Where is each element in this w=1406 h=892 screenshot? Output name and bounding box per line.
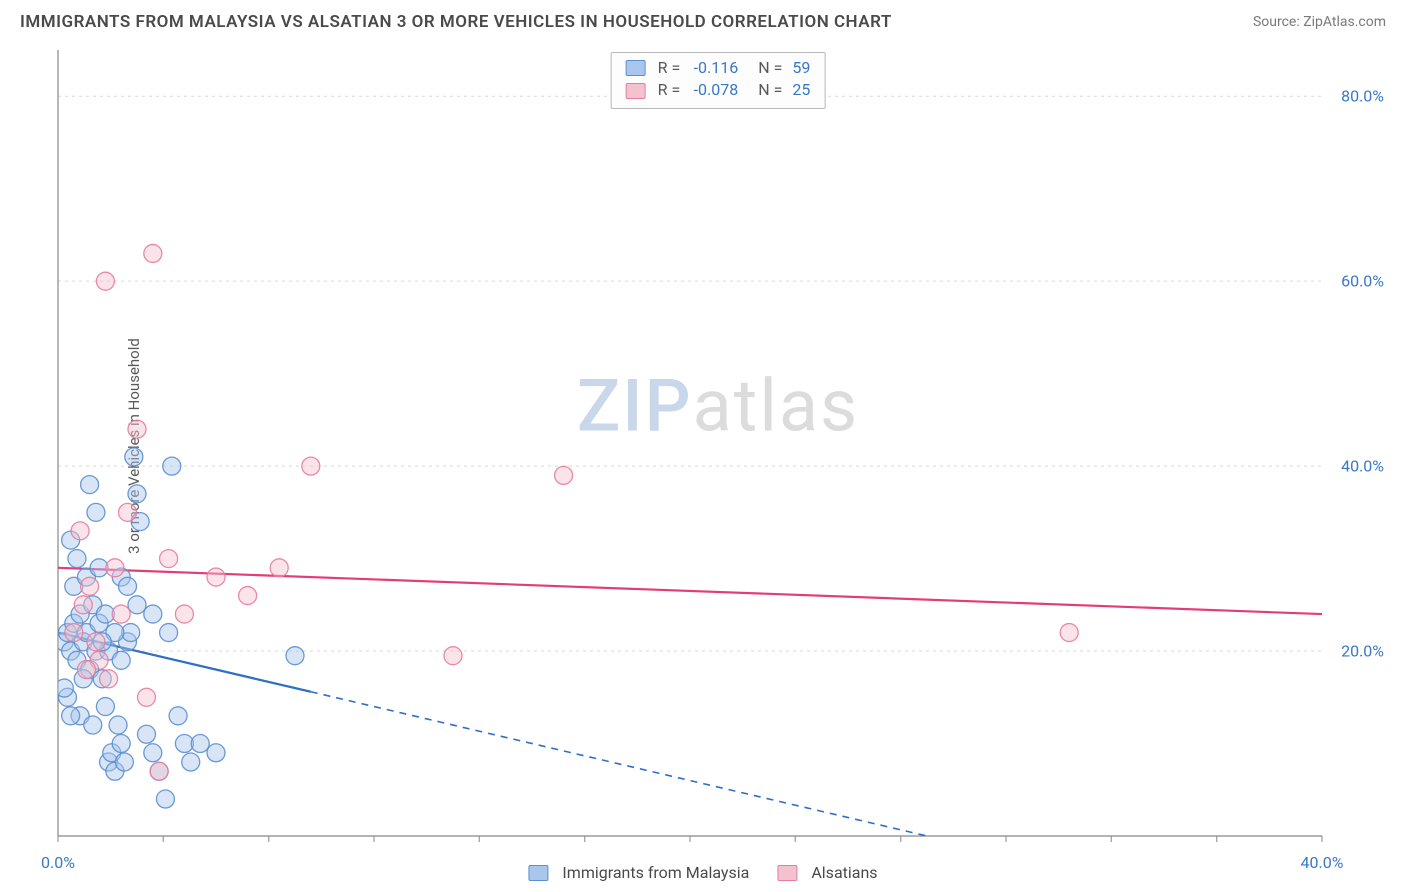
r-value: -0.078 — [686, 79, 738, 101]
y-tick-label: 80.0% — [1341, 87, 1384, 106]
legend-label: Immigrants from Malaysia — [562, 863, 749, 882]
stats-row: R =-0.078 N = 25 — [626, 79, 811, 101]
y-tick-label: 20.0% — [1341, 642, 1384, 661]
r-label: R = — [658, 79, 681, 101]
n-label: N = — [758, 57, 782, 79]
chart-area: 3 or more Vehicles in Household ZIPatlas… — [50, 48, 1386, 844]
stats-row: R =-0.116 N = 59 — [626, 57, 811, 79]
n-label: N = — [758, 79, 782, 101]
source-attribution: Source: ZipAtlas.com — [1253, 14, 1386, 30]
legend-swatch — [626, 60, 646, 76]
legend-label: Alsatians — [811, 863, 877, 882]
header: IMMIGRANTS FROM MALAYSIA VS ALSATIAN 3 O… — [0, 0, 1406, 40]
n-value: 59 — [792, 57, 810, 79]
legend-item: Alsatians — [777, 863, 877, 882]
y-tick-label: 60.0% — [1341, 272, 1384, 291]
scatter-plot — [50, 48, 1386, 844]
legend-swatch — [528, 865, 548, 881]
legend-swatch — [777, 865, 797, 881]
legend-item: Immigrants from Malaysia — [528, 863, 749, 882]
n-value: 25 — [792, 79, 810, 101]
series-legend: Immigrants from Malaysia Alsatians — [528, 863, 877, 882]
x-tick-label: 0.0% — [41, 853, 75, 872]
y-tick-label: 40.0% — [1341, 457, 1384, 476]
r-value: -0.116 — [686, 57, 738, 79]
chart-title: IMMIGRANTS FROM MALAYSIA VS ALSATIAN 3 O… — [20, 12, 892, 32]
legend-swatch — [626, 83, 646, 99]
r-label: R = — [658, 57, 681, 79]
correlation-stats-box: R =-0.116 N = 59 R =-0.078 N = 25 — [611, 52, 826, 109]
x-tick-label: 40.0% — [1301, 853, 1344, 872]
